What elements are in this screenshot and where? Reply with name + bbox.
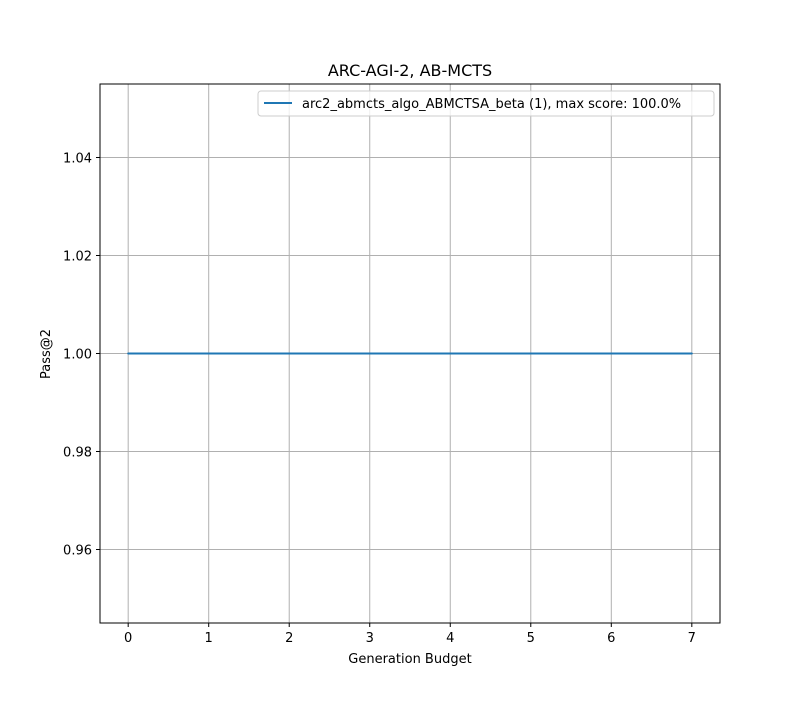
data-point: [207, 352, 210, 355]
chart-title: ARC-AGI-2, AB-MCTS: [328, 61, 492, 80]
x-tick-label: 0: [124, 631, 132, 646]
y-tick-label: 0.96: [63, 544, 92, 559]
data-point: [449, 352, 452, 355]
x-tick-label: 3: [366, 631, 374, 646]
data-point: [127, 352, 130, 355]
legend-frame: [257, 90, 715, 117]
legend-entry-label: arc2_abmcts_algo_ABMCTSA_beta (1), max s…: [302, 97, 681, 112]
y-tick-label: 1.04: [63, 152, 92, 167]
x-tick-label: 4: [446, 631, 454, 646]
data-point: [529, 352, 532, 355]
data-point: [690, 352, 693, 355]
legend: arc2_abmcts_algo_ABMCTSA_beta (1), max s…: [257, 90, 715, 117]
axis-ticks: 0 1 2 3 4 5 6 7 0.96 0.98 1.00 1.02 1.04: [63, 152, 696, 647]
x-tick-label: 7: [688, 631, 696, 646]
y-axis-label: Pass@2: [39, 329, 54, 379]
x-tick-label: 1: [205, 631, 213, 646]
series-layer: [127, 352, 693, 355]
data-point: [610, 352, 613, 355]
x-tick-label: 6: [607, 631, 615, 646]
x-tick-label: 2: [285, 631, 293, 646]
data-point: [288, 352, 291, 355]
y-tick-label: 1.02: [63, 250, 92, 265]
data-point: [368, 352, 371, 355]
x-axis-label: Generation Budget: [348, 652, 471, 667]
x-tick-label: 5: [527, 631, 535, 646]
y-tick-label: 1.00: [63, 348, 92, 363]
y-tick-label: 0.98: [63, 446, 92, 461]
